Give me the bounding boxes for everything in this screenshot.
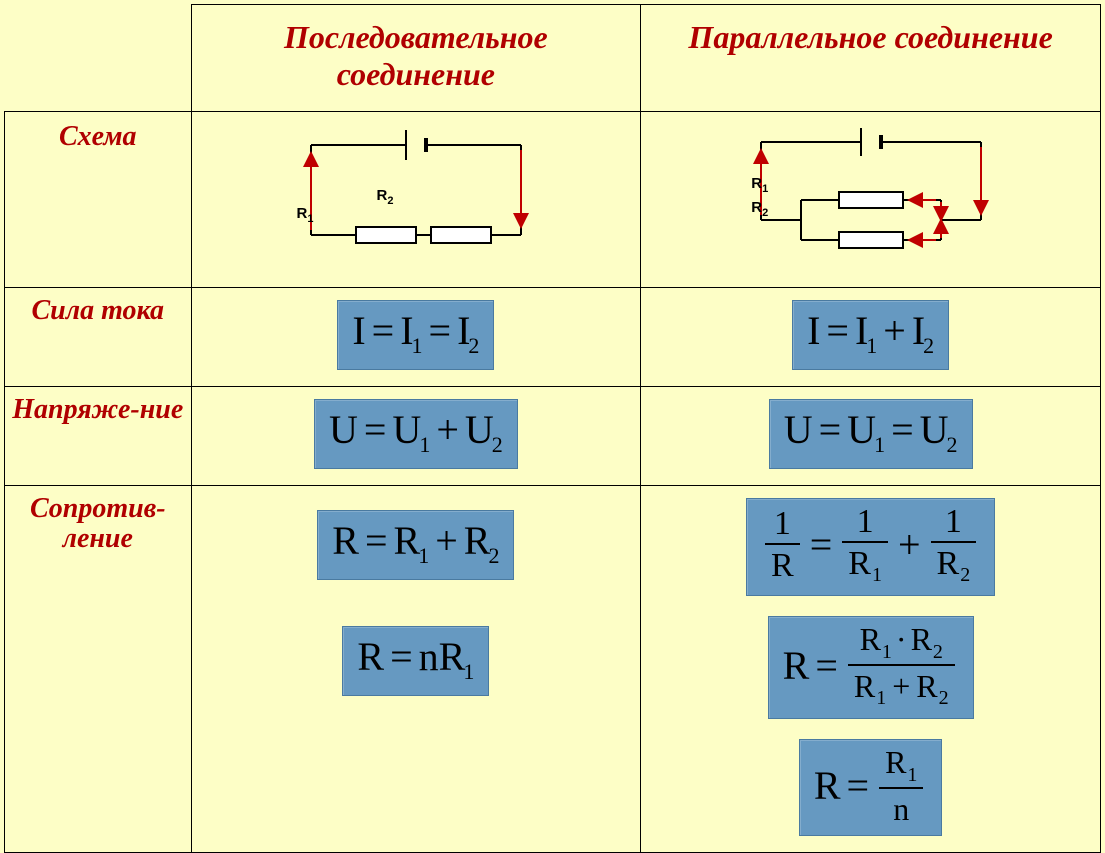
series-R-sum-formula: R=R1+R2 — [317, 510, 514, 580]
parallel-current-cell: I=I1+I2 — [641, 287, 1101, 386]
schema-label: Схема — [59, 121, 137, 152]
series-header-label: Последовательное соединение — [284, 19, 548, 92]
series-r1-label: R1 — [297, 205, 314, 222]
parallel-R-over-n-formula: R = R1 n — [799, 739, 943, 835]
parallel-voltage-cell: U=U1=U2 — [641, 386, 1101, 485]
parallel-r1-label: R1 — [751, 175, 768, 192]
voltage-label: Напряже-ние — [12, 394, 183, 425]
parallel-schema-cell: R1 R2 — [641, 111, 1101, 287]
parallel-header: Параллельное соединение — [641, 5, 1101, 112]
series-resistance-cell: R=R1+R2 R=nR1 — [191, 485, 641, 852]
series-current-cell: I=I1=I2 — [191, 287, 641, 386]
voltage-row-header: Напряже-ние — [5, 386, 192, 485]
parallel-circuit-diagram — [711, 120, 1031, 270]
series-R-n-formula: R=nR1 — [342, 626, 489, 696]
resistance-row-header: Сопротив-ление — [5, 485, 192, 852]
series-circuit-diagram — [261, 120, 571, 270]
header-row: Последовательное соединение Параллельное… — [5, 5, 1101, 112]
parallel-current-formula: I=I1+I2 — [792, 300, 949, 370]
series-header: Последовательное соединение — [191, 5, 641, 112]
resistance-label: Сопротив-ление — [30, 493, 166, 555]
parallel-voltage-formula: U=U1=U2 — [769, 399, 973, 469]
voltage-row: Напряже-ние U=U1+U2 U=U1=U2 — [5, 386, 1101, 485]
current-row: Сила тока I=I1=I2 I=I1+I2 — [5, 287, 1101, 386]
series-schema-cell: R1 R2 — [191, 111, 641, 287]
parallel-resistance-cell: 1R = 1R1 + 1R2 R = R1·R2 R1+R2 — [641, 485, 1101, 852]
series-current-formula: I=I1=I2 — [337, 300, 494, 370]
series-voltage-formula: U=U1+U2 — [314, 399, 518, 469]
parallel-R-reciprocal-formula: 1R = 1R1 + 1R2 — [746, 498, 995, 597]
series-voltage-cell: U=U1+U2 — [191, 386, 641, 485]
resistance-row: Сопротив-ление R=R1+R2 R=nR1 1R = 1R1 + … — [5, 485, 1101, 852]
schema-row: Схема — [5, 111, 1101, 287]
current-label: Сила тока — [31, 295, 164, 326]
current-row-header: Сила тока — [5, 287, 192, 386]
parallel-header-label: Параллельное соединение — [688, 19, 1052, 55]
corner-cell — [5, 5, 192, 112]
series-r2-label: R2 — [377, 187, 394, 204]
parallel-R-product-formula: R = R1·R2 R1+R2 — [768, 616, 974, 719]
parallel-r2-label: R2 — [751, 199, 768, 216]
comparison-table: Последовательное соединение Параллельное… — [4, 4, 1101, 853]
schema-row-header: Схема — [5, 111, 192, 287]
